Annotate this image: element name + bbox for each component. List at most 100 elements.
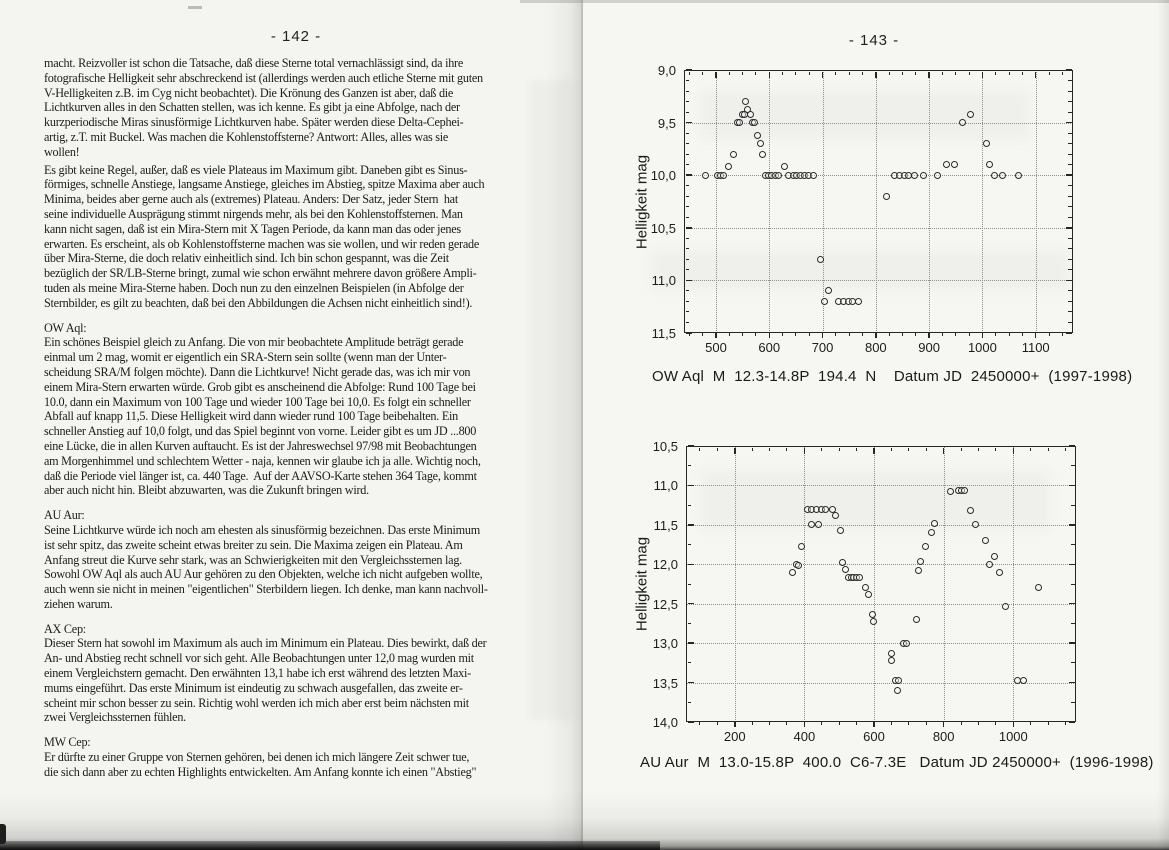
- data-point: [839, 559, 847, 567]
- y-tick-major: [1065, 332, 1072, 334]
- data-point: [814, 520, 822, 528]
- x-tick-label: 900: [918, 340, 940, 355]
- y-tick-minor: [685, 111, 689, 113]
- x-tick-major: [1012, 722, 1015, 727]
- bleedthrough-smudge: [650, 250, 1070, 290]
- y-tick-major: [685, 121, 692, 124]
- data-point: [986, 560, 994, 568]
- x-tick-minor: [795, 333, 797, 336]
- y-tick-minor: [685, 290, 689, 292]
- x-tick-minor: [968, 333, 970, 336]
- section-heading-au-aur: AU Aur:: [44, 508, 85, 523]
- x-tick-minor: [755, 333, 757, 336]
- x-tick-major: [875, 333, 877, 338]
- x-tick-major: [768, 333, 770, 338]
- y-tick-major: [687, 484, 694, 487]
- y-tick-minor: [1068, 101, 1072, 103]
- data-point: [947, 488, 955, 496]
- section-au-aur: AU Aur: Seine Lichtkurve würde ich noch …: [44, 508, 546, 612]
- y-tick-minor: [685, 143, 689, 145]
- data-point: [742, 98, 750, 106]
- y-tick-major: [685, 332, 692, 334]
- data-point: [820, 297, 828, 305]
- x-tick-major: [875, 71, 877, 78]
- x-tick-minor: [995, 333, 997, 336]
- data-point: [902, 639, 910, 647]
- y-axis-title-au-aur: Helligkeit mag: [633, 536, 651, 632]
- data-point: [943, 161, 951, 169]
- x-tick-minor: [835, 71, 837, 75]
- x-tick-label: 1000: [967, 340, 997, 355]
- data-point: [914, 567, 922, 575]
- y-tick-label: 13,5: [652, 675, 678, 691]
- x-tick-minor: [786, 447, 788, 451]
- y-tick-minor: [1068, 237, 1072, 239]
- x-tick-major: [928, 71, 930, 78]
- y-tick-minor: [1068, 311, 1072, 313]
- x-tick-minor: [915, 333, 917, 336]
- y-tick-minor: [1068, 321, 1072, 323]
- x-gridline: [982, 70, 984, 333]
- y-tick-major: [1068, 563, 1075, 566]
- x-tick-major: [981, 333, 984, 338]
- x-tick-minor: [995, 71, 997, 75]
- y-gridline: [686, 643, 1076, 645]
- x-tick-minor: [786, 722, 788, 725]
- section-mw-cep: MW Cep: Er dürfte zu einer Gruppe von St…: [44, 735, 546, 779]
- bleedthrough-smudge: [700, 90, 1030, 140]
- paragraph-rules: Es gibt keine Regel, außer, daß es viele…: [44, 162, 485, 310]
- y-tick-major: [1068, 721, 1075, 723]
- x-tick-minor: [848, 71, 850, 75]
- data-point: [774, 171, 782, 179]
- y-tick-minor: [1068, 80, 1072, 82]
- data-point: [972, 521, 980, 529]
- data-point: [895, 677, 903, 685]
- data-point: [759, 150, 767, 158]
- y-tick-minor: [1068, 269, 1072, 271]
- x-tick-minor: [808, 333, 810, 336]
- x-tick-major: [873, 447, 875, 454]
- x-tick-minor: [838, 447, 840, 451]
- data-point: [961, 487, 969, 495]
- x-tick-minor: [960, 447, 962, 451]
- x-tick-minor: [978, 722, 979, 725]
- y-tick-major: [1068, 681, 1075, 684]
- y-tick-major: [685, 227, 692, 229]
- x-tick-label: 200: [723, 729, 746, 744]
- data-point: [720, 171, 728, 179]
- data-point: [865, 590, 873, 598]
- x-tick-minor: [702, 333, 704, 336]
- x-tick-minor: [1048, 71, 1050, 75]
- y-gridline: [686, 564, 1076, 566]
- x-tick-minor: [716, 447, 718, 451]
- x-tick-minor: [995, 447, 997, 451]
- section-body-ax-cep: Dieser Stern hat sowohl im Maximum als a…: [44, 636, 487, 725]
- x-tick-minor: [968, 71, 970, 75]
- x-tick-minor: [941, 333, 943, 336]
- y-tick-minor: [687, 701, 691, 703]
- y-tick-minor: [1068, 153, 1072, 155]
- section-ax-cep: AX Cep: Dieser Stern hat sowohl im Maxim…: [44, 622, 546, 726]
- y-tick-label: 11,5: [653, 517, 678, 533]
- section-heading-mw-cep: MW Cep:: [44, 735, 91, 750]
- y-tick-label: 9,0: [657, 63, 676, 78]
- data-point: [910, 171, 918, 179]
- x-tick-minor: [755, 71, 757, 75]
- x-tick-minor: [890, 447, 892, 451]
- x-tick-major: [942, 447, 945, 454]
- y-gridline: [684, 280, 1073, 282]
- x-tick-minor: [901, 71, 903, 75]
- y-tick-minor: [685, 300, 689, 302]
- y-tick-minor: [687, 465, 691, 467]
- x-tick-minor: [821, 722, 823, 725]
- data-point: [832, 511, 840, 519]
- x-tick-minor: [955, 71, 957, 75]
- y-tick-label: 11,5: [651, 326, 676, 341]
- y-tick-major: [685, 279, 692, 282]
- y-tick-minor: [1068, 90, 1072, 92]
- data-point: [798, 543, 806, 551]
- y-tick-minor: [685, 248, 689, 250]
- section-body-ow-aql: Ein schönes Beispiel gleich zu Anfang. D…: [44, 335, 481, 498]
- y-gridline: [684, 122, 1073, 124]
